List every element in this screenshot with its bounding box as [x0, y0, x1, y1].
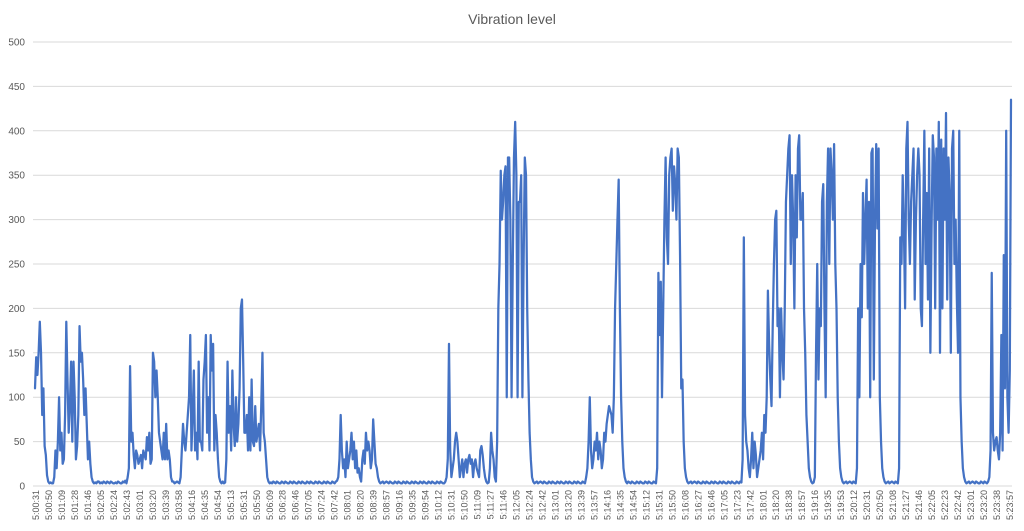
- x-tick-label: 5:08:57: [382, 490, 392, 520]
- x-tick-label: 5:00:50: [44, 490, 54, 520]
- x-tick-label: 5:09:35: [408, 490, 418, 520]
- x-tick-label: 5:17:23: [732, 490, 742, 520]
- x-tick-label: 5:09:16: [395, 490, 405, 520]
- x-tick-label: 5:08:20: [356, 490, 366, 520]
- y-axis: 0 50 100 150 200 250 300 350 400 450 500: [8, 38, 25, 493]
- x-tick-label: 5:12:42: [537, 490, 547, 520]
- x-tick-label: 5:11:46: [499, 490, 509, 519]
- x-tick-label: 5:13:57: [589, 490, 599, 520]
- x-tick-label: 5:00:31: [31, 490, 41, 520]
- x-tick-label: 5:22:23: [940, 490, 950, 520]
- x-tick-label: 5:13:20: [563, 490, 573, 520]
- x-tick-label: 5:21:46: [914, 490, 924, 520]
- y-tick-label: 100: [8, 393, 25, 404]
- y-tick-label: 300: [8, 215, 25, 226]
- x-tick-label: 5:12:24: [524, 490, 534, 520]
- x-tick-label: 5:03:20: [148, 490, 158, 520]
- x-tick-label: 5:05:31: [239, 490, 249, 520]
- y-tick-label: 0: [19, 482, 25, 493]
- x-tick-label: 5:13:39: [576, 490, 586, 520]
- x-tick-label: 5:07:05: [304, 490, 314, 520]
- x-tick-label: 5:01:09: [57, 490, 67, 520]
- x-tick-label: 5:06:28: [278, 490, 288, 520]
- x-tick-label: 5:15:50: [667, 490, 677, 520]
- x-tick-label: 5:07:24: [317, 490, 327, 520]
- x-tick-label: 5:14:54: [628, 490, 638, 520]
- x-tick-label: 5:02:43: [122, 490, 132, 520]
- x-tick-label: 5:22:05: [927, 490, 937, 520]
- x-tick-label: 5:03:01: [135, 490, 145, 520]
- y-tick-label: 450: [8, 82, 25, 93]
- x-axis: 5:00:31 5:00:50 5:01:09 5:01:28 5:01:46 5:02:…: [31, 490, 1015, 520]
- x-tick-label: 5:10:31: [447, 490, 457, 520]
- x-tick-label: 5:09:54: [421, 490, 431, 520]
- x-tick-label: 5:07:42: [330, 490, 340, 520]
- x-tick-label: 5:11:27: [486, 490, 496, 519]
- x-tick-label: 5:22:42: [953, 490, 963, 520]
- x-tick-label: 5:01:28: [70, 490, 80, 520]
- x-tick-label: 5:16:46: [706, 490, 716, 520]
- plot-area: [33, 98, 1013, 485]
- x-tick-label: 5:04:35: [200, 490, 210, 520]
- x-tick-label: 5:20:12: [849, 490, 859, 520]
- x-tick-label: 5:23:20: [979, 490, 989, 520]
- x-tick-label: 5:14:35: [615, 490, 625, 520]
- x-tick-label: 5:17:42: [745, 490, 755, 520]
- x-tick-label: 5:03:58: [174, 490, 184, 520]
- x-tick-label: 5:16:27: [693, 490, 703, 520]
- x-tick-label: 5:06:46: [291, 490, 301, 520]
- x-tick-label: 5:04:16: [187, 490, 197, 520]
- x-tick-label: 5:23:38: [992, 490, 1002, 520]
- y-tick-label: 200: [8, 304, 25, 315]
- x-tick-label: 5:20:31: [862, 490, 872, 520]
- x-tick-label: 5:01:46: [83, 490, 93, 520]
- series-line: [33, 98, 1013, 485]
- x-tick-label: 5:05:13: [226, 490, 236, 520]
- x-tick-label: 5:02:05: [96, 490, 106, 520]
- y-tick-label: 50: [14, 437, 26, 448]
- x-tick-label: 5:21:27: [901, 490, 911, 520]
- x-tick-label: 5:10:50: [460, 490, 470, 520]
- y-tick-label: 250: [8, 260, 25, 271]
- x-tick-label: 5:06:09: [265, 490, 275, 520]
- x-tick-label: 5:18:38: [784, 490, 794, 520]
- x-tick-label: 5:23:57: [1005, 490, 1015, 520]
- x-tick-label: 5:19:16: [810, 490, 820, 520]
- x-tick-label: 5:02:24: [109, 490, 119, 520]
- x-tick-label: 5:15:12: [641, 490, 651, 520]
- x-tick-label: 5:19:35: [823, 490, 833, 520]
- y-tick-label: 400: [8, 126, 25, 137]
- x-tick-label: 5:04:54: [213, 490, 223, 520]
- x-tick-label: 5:10:12: [434, 490, 444, 520]
- y-tick-label: 150: [8, 348, 25, 359]
- x-tick-label: 5:19:53: [836, 490, 846, 520]
- x-tick-label: 5:21:08: [888, 490, 898, 520]
- x-tick-label: 5:18:20: [771, 490, 781, 520]
- x-tick-label: 5:15:31: [654, 490, 664, 520]
- y-tick-label: 350: [8, 171, 25, 182]
- x-tick-label: 5:14:16: [602, 490, 612, 520]
- x-tick-label: 5:05:50: [252, 490, 262, 520]
- x-tick-label: 5:08:39: [369, 490, 379, 520]
- x-tick-label: 5:18:01: [758, 490, 768, 520]
- x-tick-label: 5:11:09: [473, 490, 483, 519]
- x-tick-label: 5:13:01: [550, 490, 560, 520]
- x-tick-label: 5:16:08: [680, 490, 690, 520]
- x-tick-label: 5:08:01: [343, 490, 353, 520]
- x-tick-label: 5:12:05: [512, 490, 522, 520]
- x-tick-label: 5:23:01: [966, 490, 976, 520]
- x-tick-label: 5:20:50: [875, 490, 885, 520]
- chart-title: Vibration level: [468, 11, 556, 27]
- x-tick-label: 5:03:39: [161, 490, 171, 520]
- x-tick-label: 5:18:57: [797, 490, 807, 520]
- x-tick-label: 5:17:05: [719, 490, 729, 520]
- y-tick-label: 500: [8, 38, 25, 49]
